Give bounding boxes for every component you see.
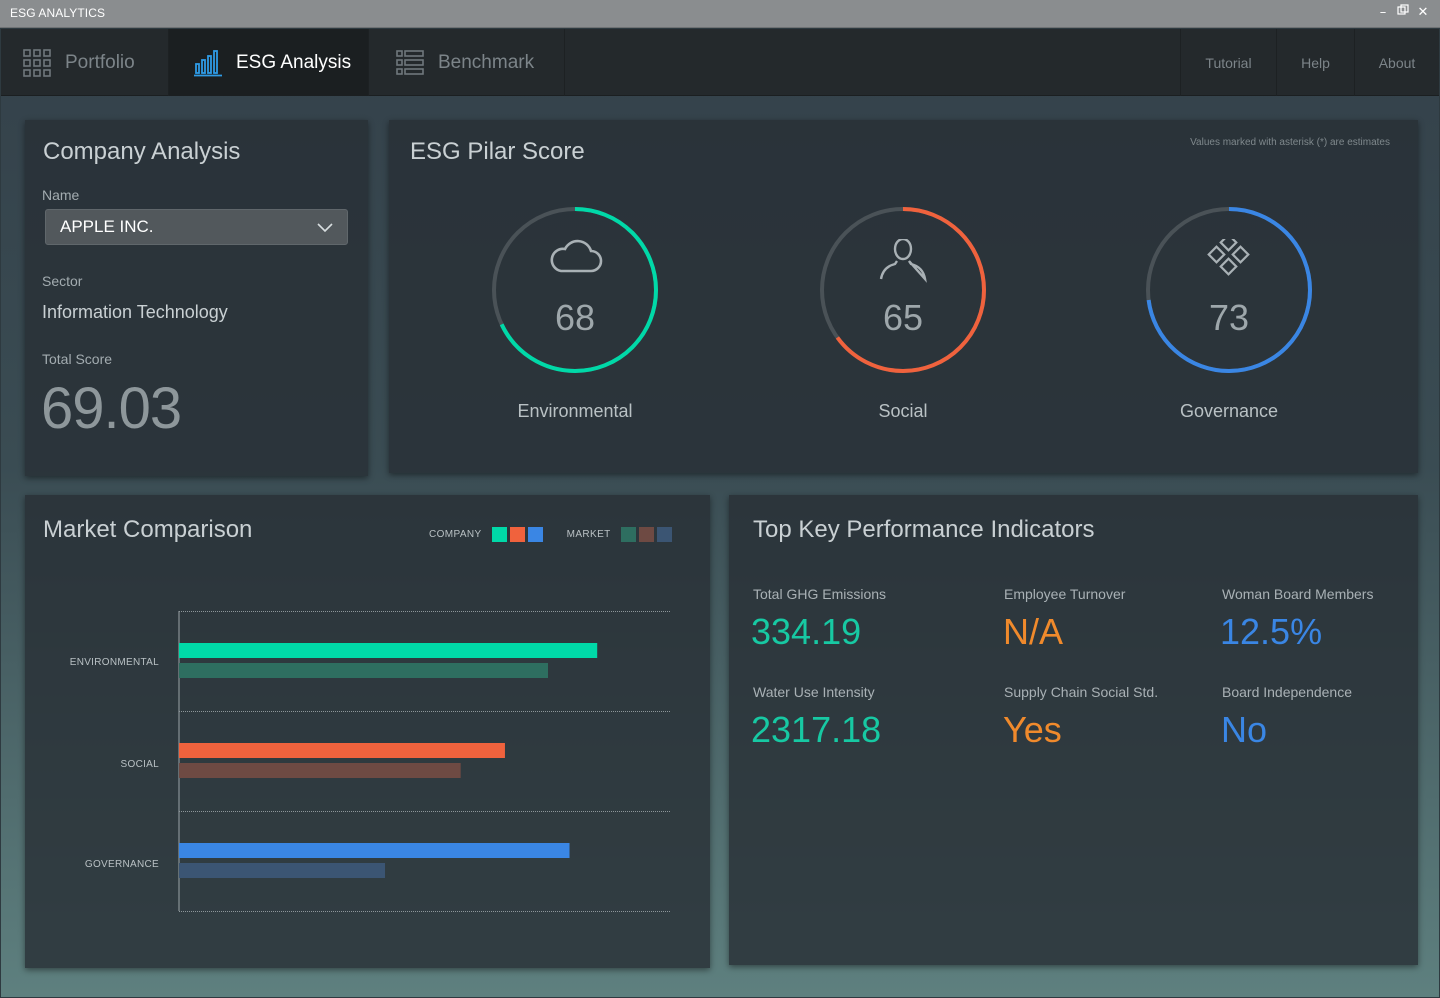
kpi-value-turnover: N/A: [1003, 611, 1064, 652]
legend-company-swatch-governance: [527, 527, 543, 542]
bar-chart-icon: [194, 49, 222, 76]
environmental-score: 68: [554, 297, 596, 338]
company-select-value: APPLE INC.: [60, 217, 154, 236]
tutorial-label: Tutorial: [1205, 54, 1252, 71]
category-label-social: SOCIAL: [120, 759, 159, 770]
social-score: 65: [882, 297, 924, 338]
company-analysis-title: Company Analysis: [43, 138, 241, 165]
window-controls: – ✕: [1376, 4, 1430, 22]
kpi-label-turnover: Employee Turnover: [1004, 586, 1126, 602]
pillar-score-title: ESG Pilar Score: [410, 138, 585, 165]
kpi-value-woman-board: 12.5%: [1220, 611, 1323, 652]
kpi-card: Top Key Performance Indicators Total GHG…: [729, 495, 1418, 965]
estimates-note: Values marked with asterisk (*) are esti…: [1190, 137, 1390, 148]
person-icon: [879, 239, 927, 283]
help-link[interactable]: Help: [1276, 29, 1354, 96]
governance-label: Governance: [1179, 401, 1279, 421]
tab-benchmark-label: Benchmark: [438, 51, 535, 73]
governance-score: 73: [1208, 297, 1250, 338]
window-title: ESG ANALYTICS: [10, 6, 106, 20]
kpi-value-board-independence: No: [1221, 709, 1268, 750]
kpi-label-water: Water Use Intensity: [753, 684, 875, 700]
cloud-icon: [550, 239, 603, 273]
chart-legend: COMPANY MARKET: [429, 527, 672, 542]
legend-market-swatch-environmental: [620, 527, 636, 542]
help-label: Help: [1301, 54, 1330, 71]
kpi-value-ghg: 334.19: [751, 611, 862, 652]
market-bar-governance: [179, 863, 386, 878]
kpi-value-supply-chain: Yes: [1003, 709, 1062, 750]
grid-icon: [23, 48, 51, 77]
kpi-label-woman-board: Woman Board Members: [1222, 586, 1374, 602]
market-bar-social: [179, 763, 461, 778]
sector-value: Information Technology: [42, 302, 228, 322]
legend-market-swatch-social: [638, 527, 654, 542]
pillar-score-card: ESG Pilar Score Values marked with aster…: [389, 120, 1418, 473]
total-score-value: 69.03: [41, 376, 182, 441]
tutorial-link[interactable]: Tutorial: [1180, 29, 1276, 96]
environmental-label: Environmental: [517, 401, 633, 421]
governance-arc: [1146, 207, 1312, 373]
total-score-label: Total Score: [42, 351, 113, 367]
market-comparison-chart: [178, 611, 671, 912]
market-comparison-title: Market Comparison: [43, 516, 253, 543]
close-icon[interactable]: ✕: [1417, 5, 1429, 20]
legend-market-label: MARKET: [566, 529, 611, 540]
social-label: Social: [878, 401, 928, 421]
legend-company-label: COMPANY: [429, 529, 482, 540]
legend-company-swatch-environmental: [491, 527, 507, 542]
restore-icon[interactable]: [1396, 4, 1410, 22]
company-bar-environmental: [179, 643, 598, 658]
category-label-governance: GOVERNANCE: [84, 859, 159, 870]
category-label-environmental: ENVIRONMENTAL: [69, 657, 159, 668]
governance-gauge: 73 Governance: [1144, 205, 1314, 445]
kpi-label-supply-chain: Supply Chain Social Std.: [1004, 684, 1159, 700]
social-gauge: 65 Social: [818, 205, 988, 445]
about-link[interactable]: About: [1354, 29, 1439, 96]
tab-esg-analysis-label: ESG Analysis: [236, 51, 352, 73]
list-icon: [396, 49, 424, 75]
legend-company-swatch-social: [509, 527, 525, 542]
environmental-arc: [492, 207, 658, 373]
company-analysis-card: Company Analysis Name APPLE INC. Sector …: [25, 120, 368, 476]
kpi-title: Top Key Performance Indicators: [753, 516, 1095, 543]
environmental-gauge: 68 Environmental: [490, 205, 660, 445]
about-label: About: [1378, 54, 1416, 71]
social-arc: [820, 207, 986, 373]
kpi-value-water: 2317.18: [751, 709, 882, 750]
kpi-label-board-independence: Board Independence: [1222, 684, 1352, 700]
app-window: Portfolio ESG Analysis Benchmark: [1, 29, 1439, 997]
company-bar-social: [179, 743, 505, 758]
top-nav: Portfolio ESG Analysis Benchmark: [1, 29, 1439, 96]
tab-portfolio-label: Portfolio: [65, 51, 135, 73]
minimize-icon[interactable]: –: [1379, 5, 1387, 20]
legend-market-swatch-governance: [656, 527, 672, 542]
tab-portfolio[interactable]: Portfolio: [1, 29, 169, 96]
kpi-label-ghg: Total GHG Emissions: [753, 586, 887, 602]
company-bar-governance: [179, 843, 570, 858]
window-titlebar: ESG ANALYTICS – ✕: [0, 0, 1440, 28]
sector-label: Sector: [42, 273, 83, 289]
market-comparison-card: Market Comparison COMPANY MARKET ENVIRON…: [25, 495, 710, 968]
diamond-icon: [1207, 239, 1250, 276]
market-bar-environmental: [179, 663, 548, 678]
company-select[interactable]: APPLE INC.: [45, 209, 348, 245]
tab-esg-analysis[interactable]: ESG Analysis: [169, 29, 369, 96]
name-label: Name: [42, 187, 80, 203]
tab-benchmark[interactable]: Benchmark: [369, 29, 565, 96]
chevron-down-icon: [317, 223, 333, 233]
